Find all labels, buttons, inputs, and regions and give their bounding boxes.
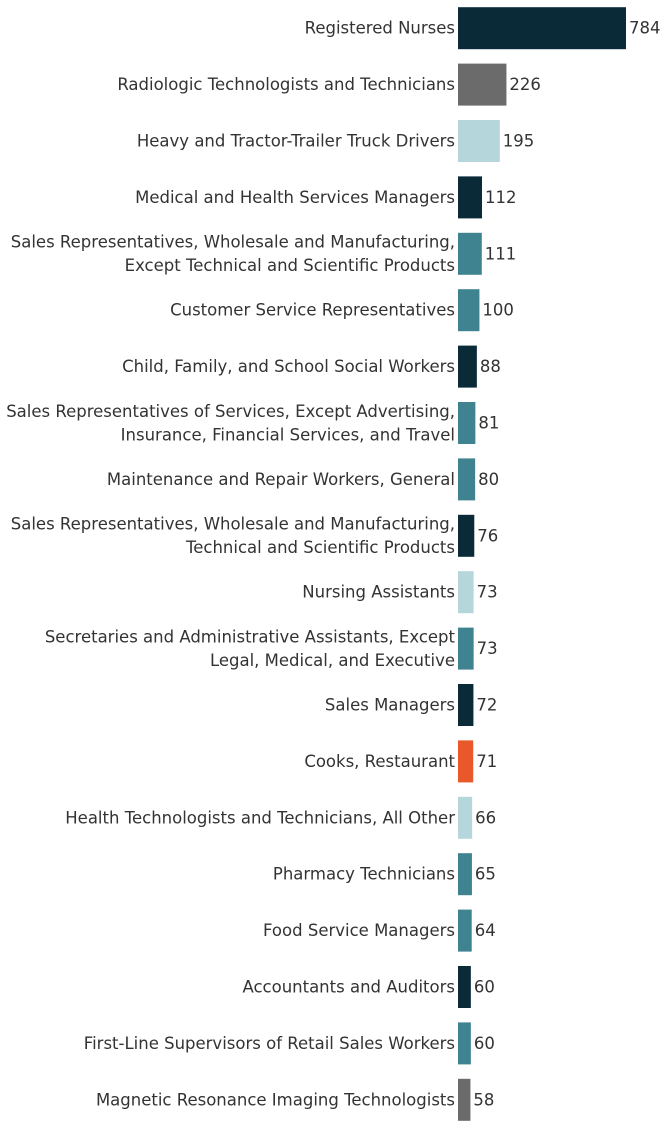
category-label: Registered Nurses <box>305 19 455 38</box>
category-label: Heavy and Tractor-Trailer Truck Drivers <box>137 132 455 151</box>
bar-row: Cooks, Restaurant 71 <box>304 740 497 783</box>
category-label: First-Line Supervisors of Retail Sales W… <box>84 1034 455 1053</box>
bar <box>458 345 477 388</box>
bar-row: Maintenance and Repair Workers, General 8… <box>107 458 499 501</box>
data-label: 81 <box>478 414 499 433</box>
bar-row: Registered Nurses 784 <box>305 7 661 50</box>
data-label: 71 <box>476 752 497 771</box>
data-label: 80 <box>478 470 499 489</box>
category-label: Radiologic Technologists and Technicians <box>117 75 455 94</box>
category-label: Child, Family, and School Social Workers <box>122 357 455 376</box>
bar-row: Sales Managers 72 <box>325 684 497 726</box>
bar-row: Sales Representatives, Wholesale and Man… <box>11 515 499 558</box>
data-label: 73 <box>477 639 498 658</box>
bar <box>458 289 480 332</box>
bar <box>458 796 473 839</box>
bar-row: Child, Family, and School Social Workers… <box>122 345 501 388</box>
bar-row: Pharmacy Technicians 65 <box>273 853 496 896</box>
category-label: Nursing Assistants <box>302 583 455 602</box>
category-label: Customer Service Representatives <box>170 301 455 320</box>
bar <box>458 458 476 501</box>
data-label: 65 <box>475 865 496 884</box>
bar <box>458 232 482 275</box>
bar-row: Sales Representatives of Services, Excep… <box>6 402 499 445</box>
bar-row: Nursing Assistants 73 <box>302 571 498 614</box>
category-label: Sales Managers <box>325 696 455 715</box>
bar <box>458 120 500 162</box>
category-label: Except Technical and Scientific Products <box>125 256 455 275</box>
category-label: Sales Representatives, Wholesale and Man… <box>11 233 455 252</box>
data-label: 60 <box>474 978 495 997</box>
data-label: 88 <box>480 357 501 376</box>
bar <box>458 627 474 670</box>
bar-row: Accountants and Auditors 60 <box>242 966 495 1008</box>
category-label: Pharmacy Technicians <box>273 865 455 884</box>
bar <box>458 684 474 726</box>
data-label: 112 <box>485 188 517 207</box>
bar <box>458 966 471 1008</box>
bar-row: Food Service Managers 64 <box>263 909 496 952</box>
category-label: Food Service Managers <box>263 921 455 940</box>
category-label: Magnetic Resonance Imaging Technologists <box>96 1090 455 1109</box>
bar-row: Heavy and Tractor-Trailer Truck Drivers 1… <box>137 120 534 162</box>
bar <box>458 176 482 219</box>
category-label: Technical and Scientific Products <box>185 538 455 557</box>
data-label: 195 <box>503 132 535 151</box>
data-label: 73 <box>477 583 498 602</box>
data-label: 76 <box>477 526 498 545</box>
data-label: 66 <box>475 808 496 827</box>
category-label: Medical and Health Services Managers <box>135 188 455 207</box>
bar <box>458 7 626 50</box>
bar-row: Secretaries and Administrative Assistant… <box>45 627 498 670</box>
category-label: Insurance, Financial Services, and Trave… <box>121 425 455 444</box>
bar <box>458 571 474 614</box>
category-label: Sales Representatives of Services, Excep… <box>6 402 455 421</box>
data-label: 111 <box>485 244 517 263</box>
bar <box>458 1078 471 1121</box>
bar-row: Sales Representatives, Wholesale and Man… <box>11 233 517 275</box>
data-label: 784 <box>629 19 661 38</box>
bar-row: Customer Service Representatives 100 <box>170 289 514 332</box>
category-label: Accountants and Auditors <box>242 978 455 997</box>
bar-row: First-Line Supervisors of Retail Sales W… <box>84 1022 495 1065</box>
bar <box>458 1022 471 1065</box>
bar <box>458 740 474 783</box>
category-label: Health Technologists and Technicians, Al… <box>65 808 455 827</box>
data-label: 58 <box>473 1090 494 1109</box>
bar <box>458 514 475 557</box>
data-label: 72 <box>476 696 497 715</box>
data-label: 60 <box>474 1034 495 1053</box>
category-label: Cooks, Restaurant <box>304 752 455 771</box>
category-label: Secretaries and Administrative Assistant… <box>45 627 456 646</box>
category-label: Maintenance and Repair Workers, General <box>107 470 455 489</box>
data-label: 100 <box>482 301 514 320</box>
bar <box>458 909 472 952</box>
bar-row: Health Technologists and Technicians, Al… <box>65 796 496 839</box>
bar-row: Radiologic Technologists and Technicians… <box>117 63 541 106</box>
bar <box>458 402 476 444</box>
data-label: 64 <box>475 921 496 940</box>
category-label: Sales Representatives, Wholesale and Man… <box>11 515 455 534</box>
bar-row: Magnetic Resonance Imaging Technologists… <box>96 1078 494 1121</box>
bar <box>458 853 472 896</box>
category-label: Legal, Medical, and Executive <box>210 651 455 670</box>
bar <box>458 63 507 106</box>
bar-row: Medical and Health Services Managers 112 <box>135 176 517 219</box>
data-label: 226 <box>509 75 541 94</box>
